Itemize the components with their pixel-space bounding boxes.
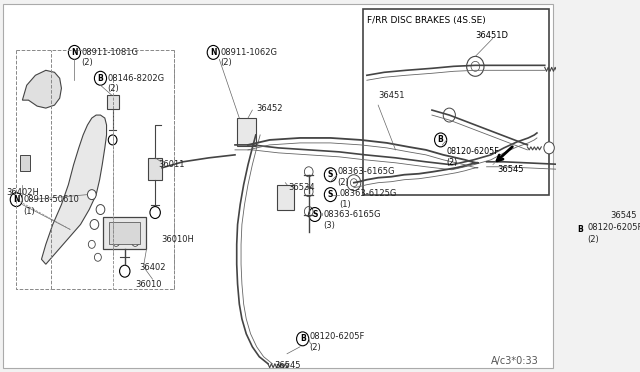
- Text: 08911-1081G: 08911-1081G: [81, 48, 138, 57]
- Text: B: B: [577, 225, 583, 234]
- Circle shape: [132, 238, 139, 246]
- Bar: [103, 218, 147, 249]
- Text: 36402H: 36402H: [7, 188, 40, 197]
- Text: 08911-1062G: 08911-1062G: [220, 48, 277, 57]
- Polygon shape: [42, 115, 106, 264]
- Text: (2): (2): [81, 58, 93, 67]
- Bar: [237, 118, 256, 146]
- Circle shape: [467, 57, 484, 76]
- Text: 08363-6165G: 08363-6165G: [337, 167, 395, 176]
- Text: (2): (2): [447, 158, 458, 167]
- Text: F/RR DISC BRAKES (4S.SE): F/RR DISC BRAKES (4S.SE): [367, 16, 486, 25]
- Polygon shape: [22, 70, 61, 108]
- Text: 08363-6165G: 08363-6165G: [323, 210, 381, 219]
- Text: 36402: 36402: [140, 263, 166, 272]
- Circle shape: [347, 175, 361, 190]
- Text: 08918-50610: 08918-50610: [23, 195, 79, 204]
- Text: N: N: [210, 48, 216, 57]
- Circle shape: [469, 152, 486, 172]
- Text: (2): (2): [220, 58, 232, 67]
- Text: 36010: 36010: [135, 280, 162, 289]
- Bar: [106, 95, 118, 109]
- Text: 08120-6205F: 08120-6205F: [447, 147, 499, 156]
- Circle shape: [96, 205, 105, 215]
- Circle shape: [113, 224, 120, 231]
- Text: B: B: [300, 334, 305, 343]
- Circle shape: [559, 60, 572, 74]
- Text: A/c3*0:33: A/c3*0:33: [491, 356, 539, 366]
- Text: 36451D: 36451D: [476, 31, 508, 40]
- Text: (2): (2): [108, 84, 119, 93]
- Circle shape: [350, 179, 357, 187]
- Text: (2): (2): [310, 343, 321, 352]
- Text: N: N: [71, 48, 77, 57]
- Circle shape: [95, 253, 101, 261]
- Bar: [148, 158, 162, 180]
- Circle shape: [471, 61, 479, 71]
- Circle shape: [88, 190, 96, 200]
- Text: 36545: 36545: [610, 211, 636, 220]
- Bar: [362, 9, 549, 195]
- Text: 36545: 36545: [274, 361, 301, 370]
- Text: S: S: [312, 210, 317, 219]
- Text: N: N: [13, 195, 20, 204]
- Text: 08120-6205F: 08120-6205F: [588, 223, 640, 232]
- Text: (1): (1): [339, 200, 351, 209]
- Circle shape: [544, 142, 554, 154]
- Text: 36545: 36545: [497, 165, 524, 174]
- Circle shape: [113, 238, 120, 246]
- Text: 36452: 36452: [256, 104, 282, 113]
- Circle shape: [444, 108, 456, 122]
- Text: 36011: 36011: [159, 160, 185, 169]
- Text: S: S: [328, 190, 333, 199]
- Text: 36451: 36451: [378, 91, 404, 100]
- Text: 08120-6205F: 08120-6205F: [310, 332, 365, 341]
- Text: (3): (3): [323, 221, 335, 230]
- Text: 36010H: 36010H: [161, 235, 194, 244]
- Bar: [276, 185, 294, 209]
- Circle shape: [90, 219, 99, 230]
- Circle shape: [600, 157, 616, 175]
- Text: (2): (2): [337, 178, 349, 187]
- Circle shape: [474, 157, 483, 167]
- Text: 08363-6125G: 08363-6125G: [339, 189, 396, 198]
- Circle shape: [88, 240, 95, 248]
- Bar: [109, 222, 140, 244]
- Circle shape: [305, 206, 313, 217]
- Circle shape: [305, 167, 313, 177]
- Text: (2): (2): [588, 235, 599, 244]
- Text: B: B: [438, 135, 444, 144]
- Bar: [20, 155, 30, 171]
- Text: (1): (1): [23, 207, 35, 216]
- Circle shape: [605, 162, 612, 170]
- Text: B: B: [98, 74, 103, 83]
- Text: 08146-8202G: 08146-8202G: [108, 74, 164, 83]
- Circle shape: [132, 224, 139, 231]
- Text: S: S: [328, 170, 333, 179]
- Circle shape: [305, 187, 313, 197]
- Text: 36534: 36534: [289, 183, 316, 192]
